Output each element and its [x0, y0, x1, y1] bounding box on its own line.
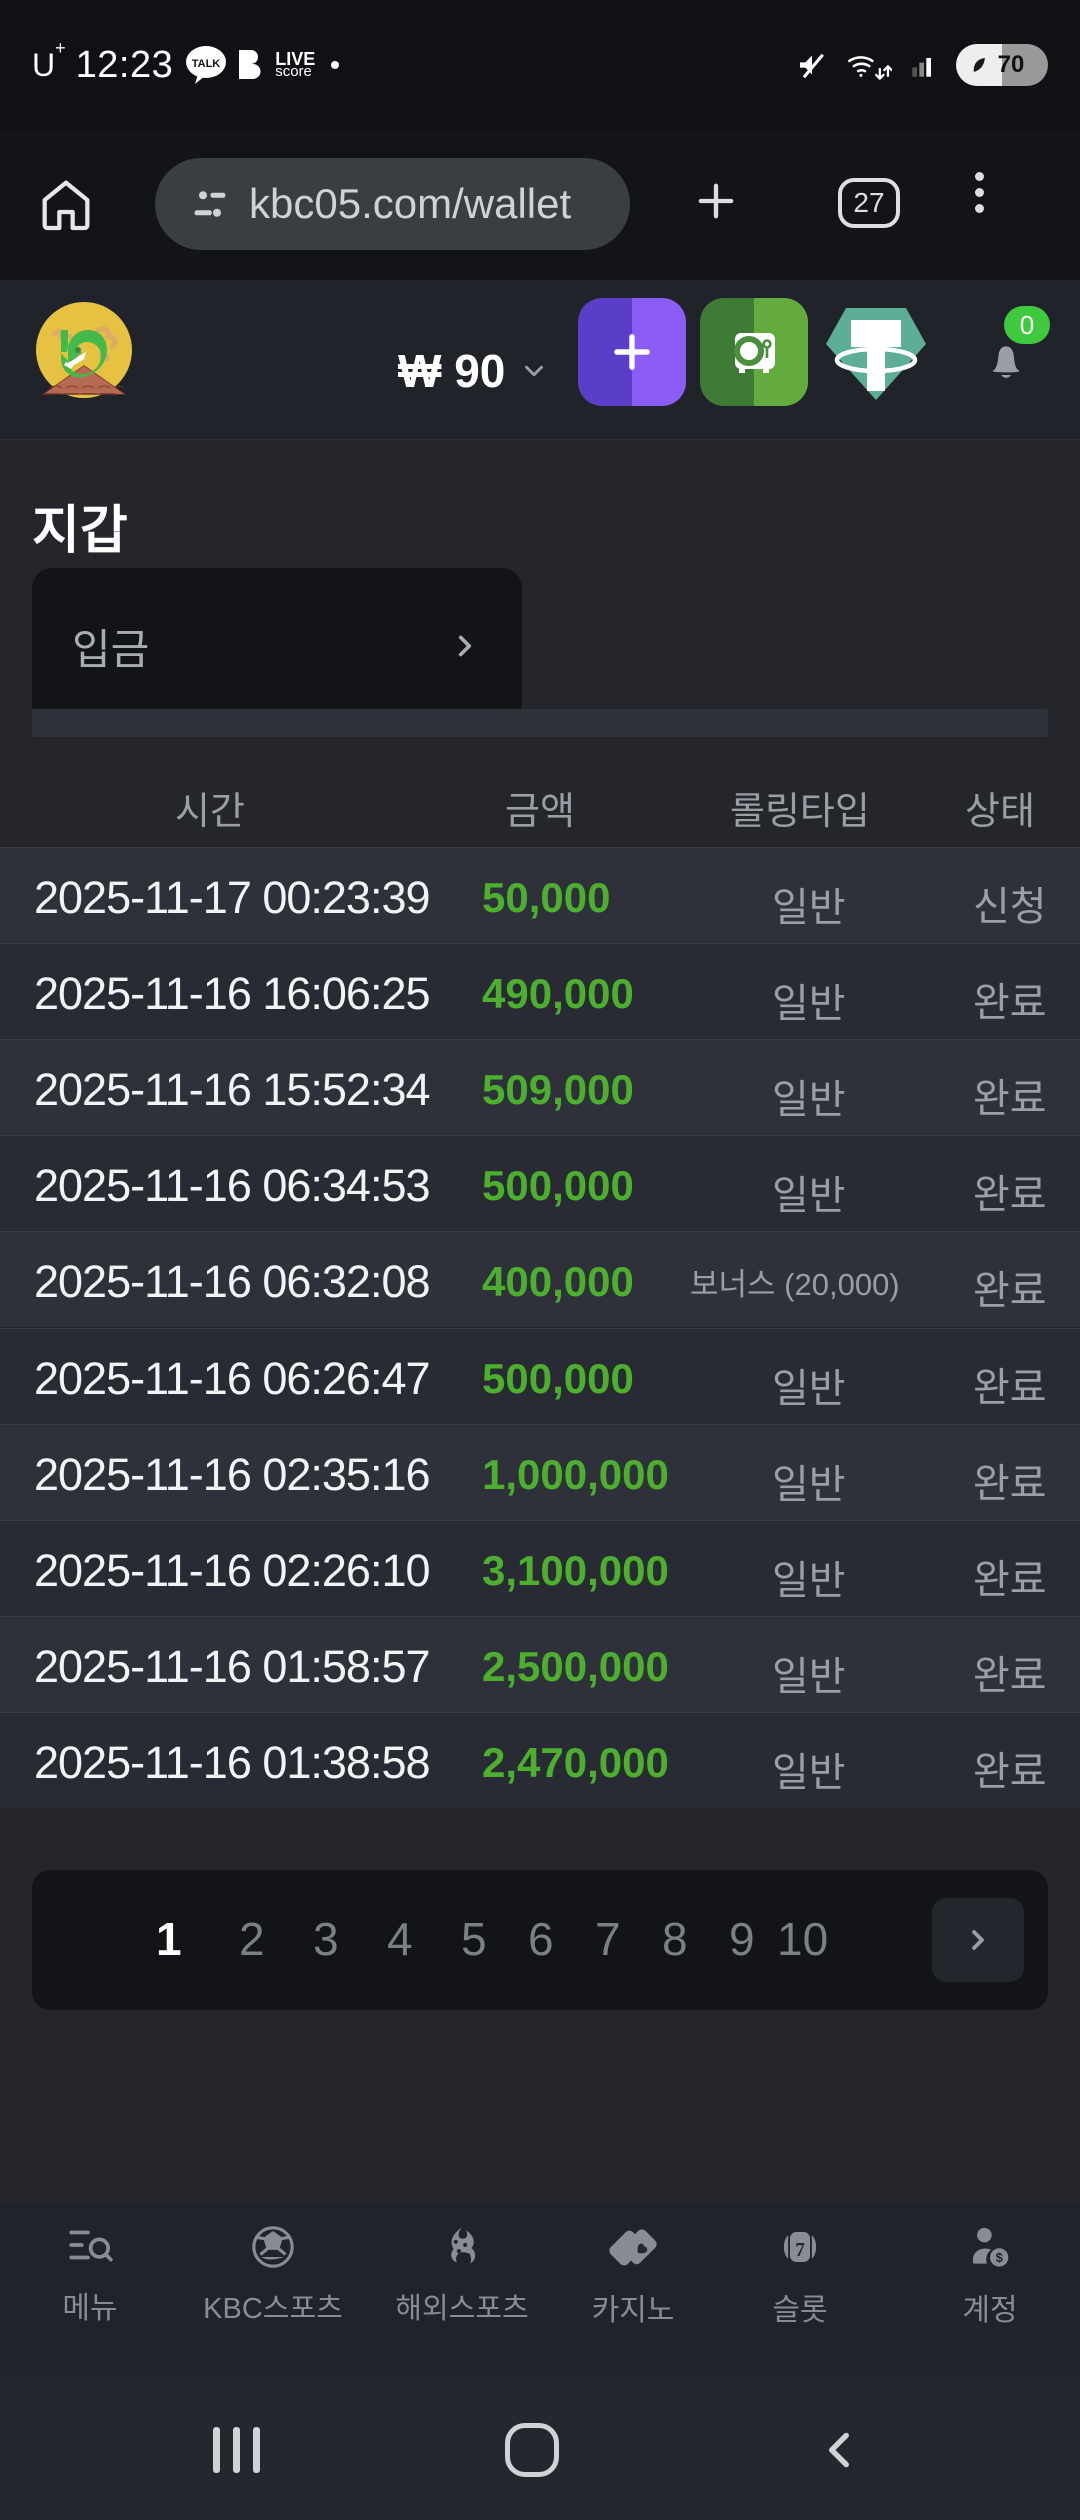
- svg-text:7: 7: [795, 2240, 805, 2261]
- svg-text:TALK: TALK: [192, 58, 221, 70]
- svg-text:$: $: [996, 2250, 1003, 2265]
